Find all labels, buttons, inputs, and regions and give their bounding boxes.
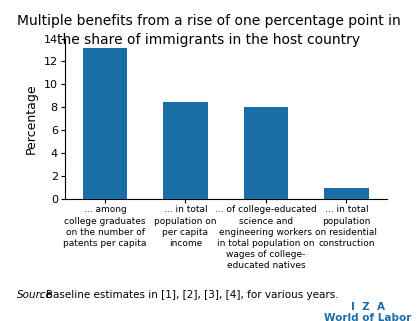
Y-axis label: Percentage: Percentage <box>25 83 38 154</box>
Bar <box>324 187 369 199</box>
Text: ... in total
population on
per capita
income: ... in total population on per capita in… <box>154 205 217 248</box>
Bar <box>244 107 288 199</box>
Text: ... of college-educated
science and
engineering workers
in total population on
w: ... of college-educated science and engi… <box>215 205 317 270</box>
Text: I  Z  A: I Z A <box>351 302 385 312</box>
Text: Multiple benefits from a rise of one percentage point in
the share of immigrants: Multiple benefits from a rise of one per… <box>17 14 401 47</box>
Text: ... among
college graduates
on the number of
patents per capita: ... among college graduates on the numbe… <box>64 205 147 248</box>
Text: ... in total
population
on residential
construction: ... in total population on residential c… <box>316 205 377 248</box>
Text: : Baseline estimates in [1], [2], [3], [4], for various years.: : Baseline estimates in [1], [2], [3], [… <box>39 290 339 299</box>
Bar <box>83 48 127 199</box>
Text: World of Labor: World of Labor <box>324 313 412 321</box>
Bar <box>163 101 208 199</box>
Text: Source: Source <box>17 290 53 299</box>
